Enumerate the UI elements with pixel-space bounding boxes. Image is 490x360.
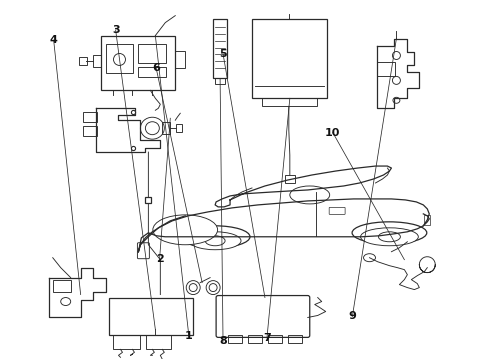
Bar [113,336,141,349]
Text: 3: 3 [112,25,120,35]
Ellipse shape [146,122,159,135]
Bar [175,50,185,68]
Ellipse shape [392,51,400,59]
Bar [53,280,71,292]
Bar [285,175,295,183]
Bar [78,58,87,66]
Text: 6: 6 [152,63,160,73]
FancyBboxPatch shape [137,243,149,259]
Text: 9: 9 [348,311,356,321]
Bar [176,124,182,132]
Bar [138,67,166,77]
Bar [93,55,100,67]
Ellipse shape [364,254,375,262]
Ellipse shape [393,97,400,103]
Ellipse shape [290,186,330,204]
Ellipse shape [189,232,241,250]
Bar [248,336,262,343]
Bar [162,122,171,134]
Bar [215,78,225,84]
Bar [262,98,317,106]
Text: 7: 7 [263,333,271,343]
Ellipse shape [206,280,220,294]
Ellipse shape [361,228,418,246]
Bar [268,336,282,343]
Bar [288,336,302,343]
Text: 1: 1 [185,331,193,341]
Ellipse shape [186,280,200,294]
Ellipse shape [392,76,400,84]
Bar [83,126,97,136]
Ellipse shape [352,222,427,244]
Ellipse shape [209,284,217,292]
Text: 4: 4 [49,35,58,45]
Text: 2: 2 [156,254,164,264]
Bar [213,19,227,78]
Bar [138,44,166,63]
Text: 5: 5 [219,49,227,59]
Text: 8: 8 [219,336,227,346]
Bar [228,336,242,343]
FancyBboxPatch shape [329,207,345,214]
Bar [377,62,395,76]
Ellipse shape [114,54,125,66]
Bar [108,298,193,336]
Bar [252,19,327,98]
Ellipse shape [205,236,225,246]
Ellipse shape [153,215,218,245]
Bar [147,336,172,349]
Ellipse shape [189,284,197,292]
Ellipse shape [141,117,164,139]
Bar [83,112,97,122]
Bar [105,44,133,73]
FancyBboxPatch shape [216,296,310,337]
FancyBboxPatch shape [100,36,175,90]
Text: 10: 10 [325,128,341,138]
Ellipse shape [378,232,400,242]
Ellipse shape [61,298,71,306]
Ellipse shape [180,226,250,248]
FancyBboxPatch shape [424,215,430,225]
